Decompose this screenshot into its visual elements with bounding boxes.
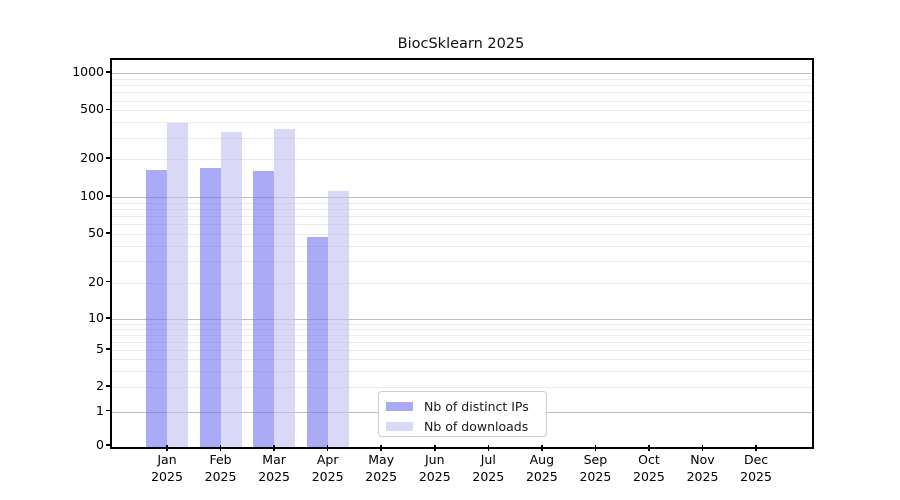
bar-distinct-ips (146, 170, 167, 447)
x-tick-mark (541, 445, 543, 451)
x-tick-label: Oct 2025 (633, 452, 665, 484)
chart-title: BiocSklearn 2025 (397, 36, 525, 52)
y-tick-mark (106, 280, 112, 283)
x-tick-mark (487, 445, 490, 451)
gridline-minor (112, 350, 812, 352)
x-tick-mark (166, 445, 168, 451)
x-tick-label: Aug 2025 (525, 452, 558, 484)
legend-item-label: Nb of distinct IPs (424, 398, 529, 414)
gridline-minor (112, 208, 812, 210)
legend: Nb of distinct IPs Nb of downloads (378, 391, 547, 437)
x-tick-label: Sep 2025 (579, 452, 612, 484)
gridline-minor (112, 359, 812, 361)
gridline-minor (112, 370, 812, 372)
gridline-minor (112, 100, 812, 102)
gridline-minor (112, 342, 812, 344)
bar-distinct-ips (253, 170, 275, 447)
y-tick-label: 1 (96, 402, 104, 418)
y-tick-label: 500 (80, 101, 104, 117)
gridline-minor (112, 224, 812, 226)
gridline-major (112, 196, 812, 198)
x-tick-label: Feb 2025 (204, 452, 237, 484)
y-tick-label: 10 (88, 310, 104, 326)
y-tick-mark (106, 157, 112, 160)
gridline-minor (112, 233, 812, 235)
y-tick-label: 20 (88, 273, 104, 289)
y-tick-label: 0 (96, 437, 104, 452)
legend-item: Nb of distinct IPs (386, 396, 538, 416)
x-tick-mark (755, 445, 757, 451)
gridline-minor (112, 387, 812, 389)
gridline-minor (112, 122, 812, 124)
bar-downloads (167, 122, 188, 447)
gridline-minor (112, 215, 812, 217)
gridline-major (112, 319, 812, 321)
legend-swatch-downloads (386, 421, 413, 431)
gridline-minor (112, 85, 812, 87)
gridline-minor (112, 335, 812, 337)
x-tick-mark (594, 445, 597, 451)
gridline-minor (112, 329, 812, 331)
y-tick-mark (106, 108, 112, 111)
y-tick-label: 200 (80, 150, 104, 166)
legend-item-label: Nb of downloads (424, 418, 529, 434)
bar-downloads (274, 129, 296, 447)
gridline-minor (112, 324, 812, 326)
y-tick-mark (106, 385, 112, 387)
legend-swatch-distinct-ips (386, 401, 413, 411)
y-tick-mark (106, 409, 112, 412)
bar-distinct-ips (199, 167, 221, 447)
x-tick-label: Apr 2025 (311, 452, 344, 484)
y-tick-mark (106, 444, 112, 446)
y-tick-label: 1000 (72, 64, 104, 79)
x-tick-label: Dec 2025 (740, 452, 772, 484)
x-tick-mark (219, 445, 222, 451)
gridline-minor (112, 110, 812, 112)
legend-item: Nb of downloads (386, 416, 538, 436)
x-tick-mark (380, 445, 382, 451)
x-tick-mark (701, 445, 704, 451)
x-tick-label: Jul 2025 (472, 452, 505, 484)
bar-distinct-ips (306, 236, 328, 447)
y-tick-mark (106, 348, 112, 351)
x-tick-mark (273, 445, 275, 451)
y-tick-label: 2 (96, 378, 104, 394)
gridline-minor (112, 137, 812, 139)
gridline-minor (112, 261, 812, 263)
y-tick-mark (106, 317, 112, 320)
x-tick-label: May 2025 (365, 452, 398, 484)
x-tick-label: Mar 2025 (258, 452, 290, 484)
bar-downloads (220, 131, 242, 447)
y-tick-mark (106, 71, 112, 73)
gridline-minor (112, 78, 812, 80)
gridline-minor (112, 245, 812, 247)
x-tick-label: Jan 2025 (151, 452, 183, 484)
gridline-minor (112, 159, 812, 161)
x-tick-mark (648, 445, 650, 451)
y-tick-mark (106, 195, 112, 197)
y-tick-label: 50 (88, 224, 104, 240)
bar-downloads (327, 190, 349, 447)
gridline-major (112, 73, 812, 75)
gridline-minor (112, 202, 812, 204)
x-tick-mark (326, 445, 329, 451)
x-tick-label: Jun 2025 (418, 452, 451, 484)
y-tick-label: 5 (96, 341, 104, 357)
gridline-minor (112, 282, 812, 284)
y-tick-mark (106, 231, 112, 234)
y-tick-label: 100 (80, 187, 104, 203)
x-tick-mark (433, 445, 436, 451)
x-tick-label: Nov 2025 (686, 452, 719, 484)
gridline-minor (112, 92, 812, 94)
